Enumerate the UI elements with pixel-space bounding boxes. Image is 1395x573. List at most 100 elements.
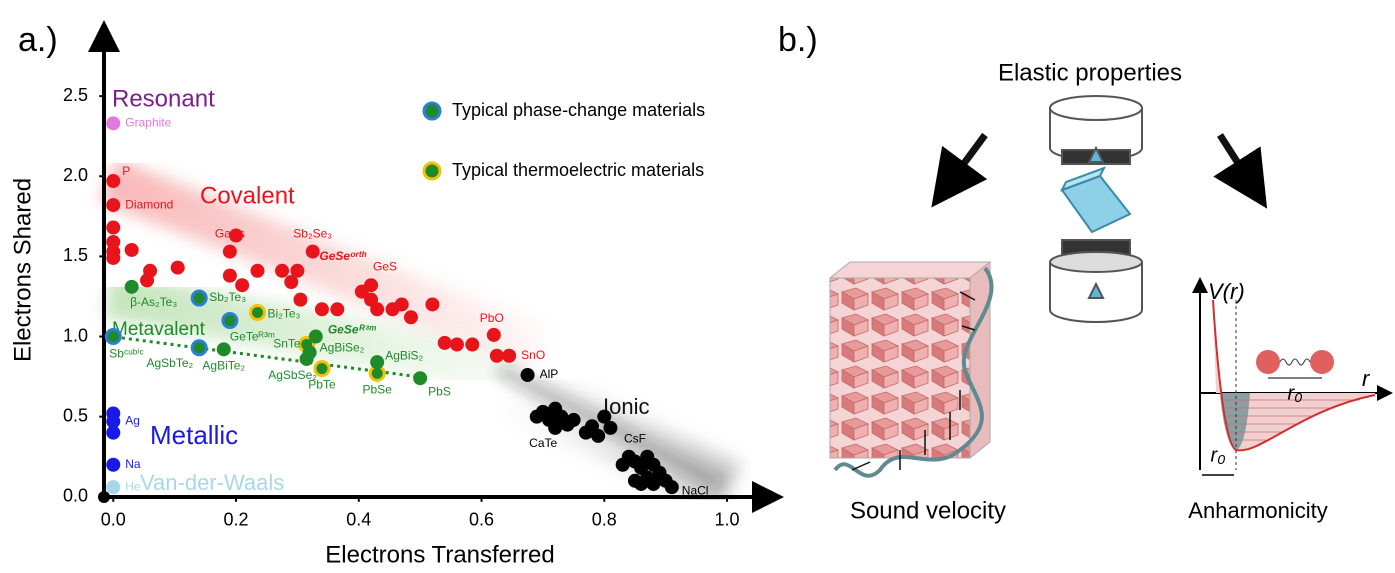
data-point <box>106 174 120 188</box>
point-label: AgBiS₂ <box>385 348 423 362</box>
caption: Anharmonicity <box>1188 498 1327 523</box>
data-point <box>306 245 320 259</box>
legend-label: Typical thermoelectric materials <box>452 160 704 180</box>
x-tick-label: 1.0 <box>715 510 740 530</box>
data-point <box>370 355 384 369</box>
data-point <box>192 291 206 305</box>
y-tick-label: 1.0 <box>63 325 88 345</box>
data-point <box>634 477 648 491</box>
y-tick-label: 1.5 <box>63 245 88 265</box>
point-label: PbSe <box>363 383 393 397</box>
x-axis-label: Electrons Transferred <box>325 541 554 568</box>
point-label: GeSeᴿ³ᵐ <box>328 323 377 337</box>
data-point <box>330 302 344 316</box>
data-point <box>223 313 237 327</box>
figure: a.) b.) Elastic properties <box>0 0 1395 573</box>
data-point <box>143 264 157 278</box>
data-point <box>438 336 452 350</box>
point-label: Diamond <box>125 197 173 211</box>
data-point <box>106 458 120 472</box>
data-point <box>106 198 120 212</box>
point-label: GeSeᵒʳᵗʰ <box>319 249 366 263</box>
data-point <box>223 245 237 259</box>
point-label: AgSbTe₂ <box>147 356 194 370</box>
point-label: Sbᶜᵘᵇⁱᶜ <box>109 347 143 361</box>
point-label: Sb₂Te₃ <box>209 290 246 304</box>
point-label: Bi₂Te₃ <box>268 307 301 321</box>
data-point <box>364 278 378 292</box>
x-tick-label: 0.2 <box>224 510 249 530</box>
y-tick-label: 0.5 <box>63 405 88 425</box>
data-point <box>567 413 581 427</box>
point-label: β-As₂Te₃ <box>130 295 177 309</box>
point-label: GaAs <box>215 227 245 241</box>
data-point <box>487 328 501 342</box>
data-point <box>548 421 562 435</box>
point-label: PbO <box>480 311 504 325</box>
data-point <box>450 338 464 352</box>
point-label: He <box>125 479 141 493</box>
point-label: Ag <box>125 414 140 428</box>
data-point <box>192 341 206 355</box>
point-label: SnTe <box>273 337 301 351</box>
diagram: Elastic properties <box>830 59 1385 524</box>
point-label: AgBiSe₂ <box>320 341 365 355</box>
region-label: Metallic <box>150 420 238 450</box>
point-label: P <box>122 164 130 178</box>
x-tick-label: 0.0 <box>101 510 126 530</box>
data-point <box>251 305 265 319</box>
data-point <box>521 368 535 382</box>
data-point <box>106 251 120 265</box>
data-point <box>597 410 611 424</box>
data-point <box>106 116 120 130</box>
region-label: Metavalent <box>112 319 206 340</box>
data-point <box>106 426 120 440</box>
diagram-title: Elastic properties <box>998 59 1182 86</box>
data-point <box>171 261 185 275</box>
panel-label: b.) <box>778 21 818 59</box>
data-point <box>251 264 265 278</box>
point-label: AlP <box>540 367 559 381</box>
data-point <box>106 480 120 494</box>
point-label: NaCl <box>682 483 709 497</box>
data-point <box>413 371 427 385</box>
y-tick-label: 0.0 <box>63 486 88 506</box>
data-point <box>223 269 237 283</box>
data-point <box>217 342 231 356</box>
data-point <box>490 349 504 363</box>
point-label: SnO <box>521 348 545 362</box>
point-label: CaTe <box>529 436 557 450</box>
data-point <box>465 338 479 352</box>
press-apparatus <box>1050 96 1142 322</box>
caption: Sound velocity <box>850 497 1006 524</box>
y-tick-label: 2.0 <box>63 165 88 185</box>
potential-plot: V(r) r r₀ r₀ <box>1200 279 1385 475</box>
panel-label: a.) <box>18 21 58 59</box>
data-point <box>665 480 679 494</box>
data-point <box>275 264 289 278</box>
region-label: Resonant <box>112 85 215 112</box>
data-point <box>300 352 314 366</box>
data-point <box>106 221 120 235</box>
point-label: PbS <box>428 384 451 398</box>
legend-marker <box>424 103 440 119</box>
region-label: Van-der-Waals <box>140 470 284 495</box>
x-tick-label: 0.6 <box>469 510 494 530</box>
crystal-lattice <box>830 262 992 476</box>
data-point <box>395 297 409 311</box>
point-label: CsF <box>624 432 646 446</box>
data-point <box>284 275 298 289</box>
axis-label: V(r) <box>1208 279 1245 304</box>
legend-label: Typical phase-change materials <box>452 100 705 120</box>
legend-marker <box>424 163 440 179</box>
x-tick-label: 0.8 <box>592 510 617 530</box>
point-label: AgSbSe₂ <box>268 368 317 382</box>
x-tick-label: 0.4 <box>346 510 371 530</box>
data-point <box>370 302 384 316</box>
point-label: Sb₂Se₃ <box>293 227 332 241</box>
data-point <box>425 297 439 311</box>
y-tick-label: 2.5 <box>63 85 88 105</box>
point-label: Graphite <box>125 116 171 130</box>
data-point <box>315 362 329 376</box>
data-point <box>106 330 120 344</box>
